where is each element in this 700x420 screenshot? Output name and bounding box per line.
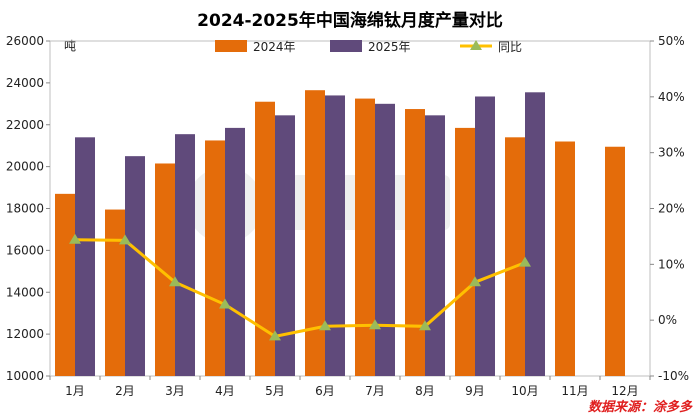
right-tick-label: 10% — [658, 257, 685, 271]
bar-2024年-2月 — [105, 209, 125, 376]
bar-2024年-5月 — [255, 101, 275, 376]
bar-2024年-3月 — [155, 163, 175, 376]
legend-label-同比: 同比 — [498, 40, 522, 54]
legend: 2024年 2025年 同比 — [215, 40, 522, 54]
bar-2025年-5月 — [275, 115, 295, 376]
left-tick-label: 14000 — [6, 285, 44, 299]
x-tick-label: 4月 — [215, 384, 235, 398]
yoy-marker-4月 — [219, 298, 231, 309]
legend-label-2024年: 2024年 — [253, 40, 296, 54]
yoy-marker-7月 — [369, 319, 381, 330]
bar-2024年-7月 — [355, 98, 375, 376]
bar-2024年-8月 — [405, 109, 425, 376]
bar-2025年-7月 — [375, 103, 395, 376]
x-tick-label: 11月 — [561, 384, 588, 398]
left-tick-label: 16000 — [6, 243, 44, 257]
bar-2025年-6月 — [325, 95, 345, 376]
yoy-marker-8月 — [419, 320, 431, 331]
yoy-marker-1月 — [69, 233, 81, 244]
right-tick-label: 40% — [658, 90, 685, 104]
bar-2025年-3月 — [175, 134, 195, 376]
bars-layer — [55, 90, 625, 376]
bar-2024年-9月 — [455, 127, 475, 376]
left-axis-unit: 吨 — [64, 39, 76, 53]
x-tick-label: 3月 — [165, 384, 185, 398]
legend-swatch-2024年 — [215, 40, 247, 52]
yoy-marker-3月 — [169, 276, 181, 287]
bar-2024年-12月 — [605, 146, 625, 376]
left-tick-label: 24000 — [6, 76, 44, 90]
yoy-line — [74, 238, 526, 338]
yoy-marker-9月 — [469, 276, 481, 287]
right-tick-label: 0% — [658, 313, 677, 327]
legend-swatch-marker — [470, 40, 482, 50]
left-tick-label: 26000 — [6, 34, 44, 48]
left-tick-label: 22000 — [6, 118, 44, 132]
x-tick-label: 6月 — [315, 384, 335, 398]
bar-2025年-4月 — [225, 127, 245, 376]
yoy-marker-5月 — [269, 330, 281, 341]
yoy-marker-2月 — [119, 234, 131, 245]
bar-2025年-8月 — [425, 115, 445, 376]
x-tick-label: 10月 — [511, 384, 538, 398]
x-tick-label: 9月 — [465, 384, 485, 398]
bar-2024年-10月 — [505, 137, 525, 376]
yoy-marker-10月 — [519, 256, 531, 267]
chart-title: 2024-2025年中国海绵钛月度产量对比 — [197, 10, 503, 31]
x-tick-label: 8月 — [415, 384, 435, 398]
x-tick-label: 2月 — [115, 384, 135, 398]
left-tick-label: 10000 — [6, 369, 44, 383]
legend-label-2025年: 2025年 — [368, 40, 411, 54]
x-tick-label: 5月 — [265, 384, 285, 398]
yoy-line-layer — [69, 233, 531, 341]
bar-2025年-1月 — [75, 137, 95, 376]
right-tick-label: 30% — [658, 146, 685, 160]
axes-layer: 10000 12000 14000 16000 18000 20000 22000 24000… — [6, 34, 689, 398]
bar-2024年-11月 — [555, 141, 575, 376]
x-tick-label: 1月 — [65, 384, 85, 398]
data-source: 数据来源：涂多多 — [588, 399, 693, 415]
bar-2024年-4月 — [205, 140, 225, 376]
right-tick-label: -10% — [658, 369, 689, 383]
right-tick-label: 50% — [658, 34, 685, 48]
left-tick-label: 20000 — [6, 160, 44, 174]
yoy-marker-6月 — [319, 320, 331, 331]
legend-swatch-2025年 — [330, 40, 362, 52]
left-tick-label: 12000 — [6, 327, 44, 341]
bar-2024年-6月 — [305, 90, 325, 376]
bar-2024年-1月 — [55, 193, 75, 376]
bar-2025年-2月 — [125, 156, 145, 376]
left-tick-label: 18000 — [6, 202, 44, 216]
x-tick-label: 7月 — [365, 384, 385, 398]
right-tick-label: 20% — [658, 202, 685, 216]
bar-2025年-9月 — [475, 96, 495, 376]
x-tick-label: 12月 — [611, 384, 638, 398]
bar-2025年-10月 — [525, 92, 545, 376]
